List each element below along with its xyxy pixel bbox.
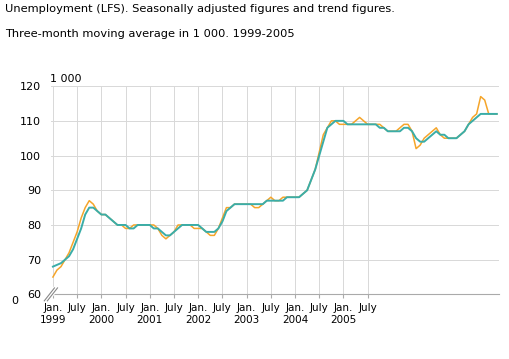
Text: 0: 0 [12,296,19,306]
Text: Three-month moving average in 1 000. 1999-2005: Three-month moving average in 1 000. 199… [5,29,295,39]
Text: Unemployment (LFS). Seasonally adjusted figures and trend figures.: Unemployment (LFS). Seasonally adjusted … [5,4,395,14]
Text: 1 000: 1 000 [50,74,82,84]
